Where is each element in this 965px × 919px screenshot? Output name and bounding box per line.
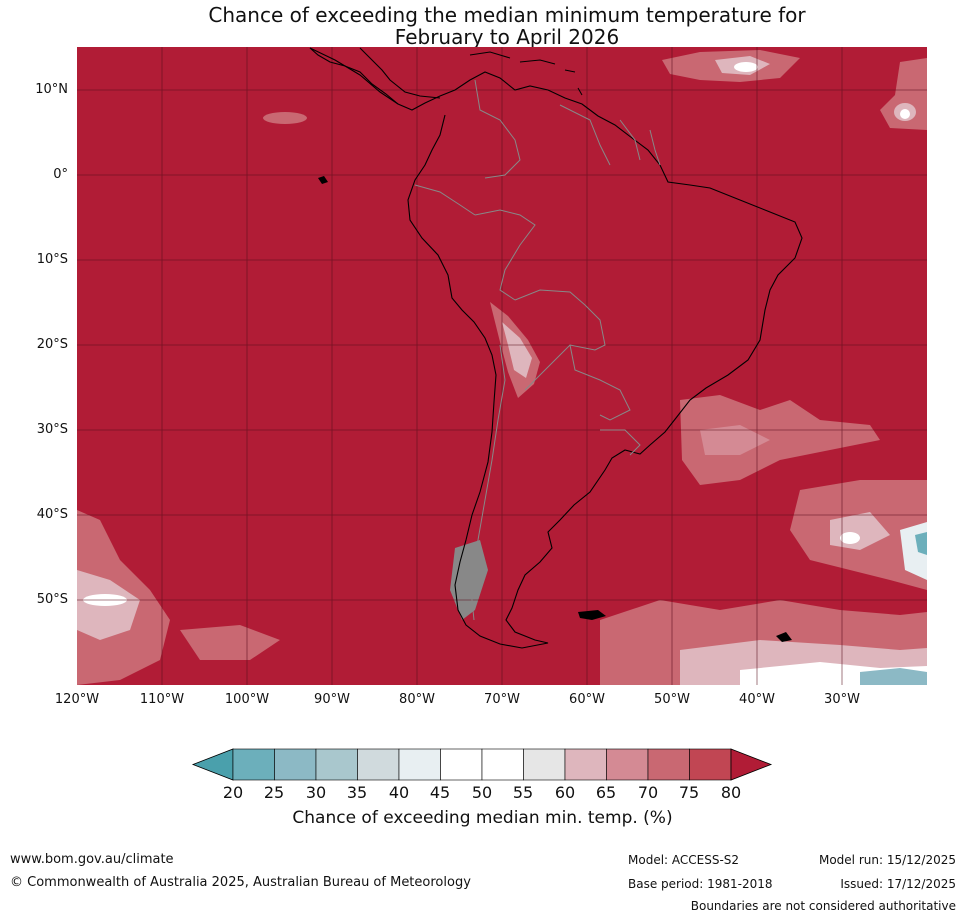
patch-east-blue-inner	[915, 532, 927, 555]
base-period: Base period: 1981-2018	[628, 877, 773, 891]
colorbar-arrow-high	[730, 748, 773, 781]
map-title: Chance of exceeding the median minimum t…	[0, 4, 965, 48]
border-ecuador-peru	[414, 184, 476, 216]
title-line-1: Chance of exceeding the median minimum t…	[208, 3, 806, 27]
colorbar-tick-label: 55	[512, 783, 534, 802]
border-peru-brazil	[474, 209, 536, 301]
colorbar-arrow-low	[191, 748, 234, 781]
title-line-2: February to April 2026	[394, 25, 620, 49]
galapagos-islands	[318, 176, 328, 184]
border-colombia-venezuela	[474, 79, 521, 179]
lon-label: 90°W	[314, 692, 350, 707]
colorbar-tick-label: 70	[637, 783, 659, 802]
copyright-text: © Commonwealth of Australia 2025, Austra…	[10, 875, 471, 890]
lat-label: 20°S	[36, 337, 68, 352]
colorbar-tick-label: 20	[222, 783, 244, 802]
model-name: Model: ACCESS-S2	[628, 853, 740, 867]
probability-patches	[77, 50, 927, 685]
lon-label: 40°W	[739, 692, 775, 707]
website-link[interactable]: www.bom.gov.au/climate	[10, 852, 174, 867]
colorbar-segment	[689, 748, 732, 781]
colorbar-title: Chance of exceeding median min. temp. (%…	[292, 808, 673, 828]
colorbar-tick-label: 50	[471, 783, 493, 802]
patch-south-atlantic-a-inner	[700, 425, 770, 455]
lon-label: 110°W	[139, 692, 185, 707]
patch-east-top-white	[900, 109, 910, 119]
colorbar-segment	[647, 748, 690, 781]
lon-label: 70°W	[484, 692, 520, 707]
border-chile-argentina	[469, 344, 506, 621]
border-guianas	[559, 104, 661, 166]
country-borders	[414, 79, 661, 621]
patch-pacific-small	[263, 112, 307, 124]
colorbar-segment	[232, 748, 275, 781]
lon-label: 80°W	[399, 692, 435, 707]
colorbar	[191, 748, 773, 781]
lon-label: 50°W	[654, 692, 690, 707]
lat-label: 10°N	[35, 82, 68, 97]
caribbean-islands	[469, 51, 583, 96]
patch-south-atlantic-b-white	[840, 532, 860, 544]
lat-label: 30°S	[36, 422, 68, 437]
colorbar-segment	[357, 748, 400, 781]
lon-label: 120°W	[54, 692, 100, 707]
lat-label: 0°	[53, 167, 68, 182]
patch-andes-inner	[502, 322, 532, 378]
colorbar-tick-label: 60	[554, 783, 576, 802]
central-america-coastline	[309, 47, 399, 105]
patch-ne-white	[734, 62, 758, 72]
patch-south-mid	[180, 625, 280, 660]
central-america-north-coast	[359, 47, 441, 99]
lon-label: 60°W	[569, 692, 605, 707]
lat-label: 50°S	[36, 592, 68, 607]
colorbar-tick-label: 45	[429, 783, 451, 802]
lon-label: 30°W	[824, 692, 860, 707]
colorbar-segment	[564, 748, 607, 781]
lon-label: 100°W	[224, 692, 270, 707]
border-paraguay	[569, 344, 631, 421]
south-america-coastline	[309, 47, 803, 649]
lat-label: 10°S	[36, 252, 68, 267]
colorbar-segment	[315, 748, 358, 781]
model-run: Model run: 15/12/2025	[818, 853, 956, 867]
colorbar-segment	[398, 748, 441, 781]
boundary-disclaimer: Boundaries are not considered authoritat…	[690, 899, 956, 913]
colorbar-segment	[523, 748, 566, 781]
colorbar-tick-label: 35	[346, 783, 368, 802]
colorbar-segment	[274, 748, 317, 781]
colorbar-segment	[606, 748, 649, 781]
border-uruguay	[600, 429, 641, 456]
patch-south-band-blue	[860, 668, 927, 685]
colorbar-tick-label: 75	[678, 783, 700, 802]
issued-date: Issued: 17/12/2025	[840, 877, 956, 891]
lat-label: 40°S	[36, 507, 68, 522]
colorbar-tick-label: 65	[595, 783, 617, 802]
patch-south-atlantic-a	[680, 395, 880, 485]
colorbar-segment	[481, 748, 524, 781]
colorbar-tick-label: 30	[305, 783, 327, 802]
colorbar-tick-label: 40	[388, 783, 410, 802]
border-bolivia	[514, 289, 606, 391]
falkland-islands	[578, 610, 606, 620]
colorbar-tick-label: 25	[263, 783, 285, 802]
colorbar-tick-label: 80	[720, 783, 742, 802]
south-georgia	[776, 632, 792, 642]
colorbar-segment	[440, 748, 483, 781]
